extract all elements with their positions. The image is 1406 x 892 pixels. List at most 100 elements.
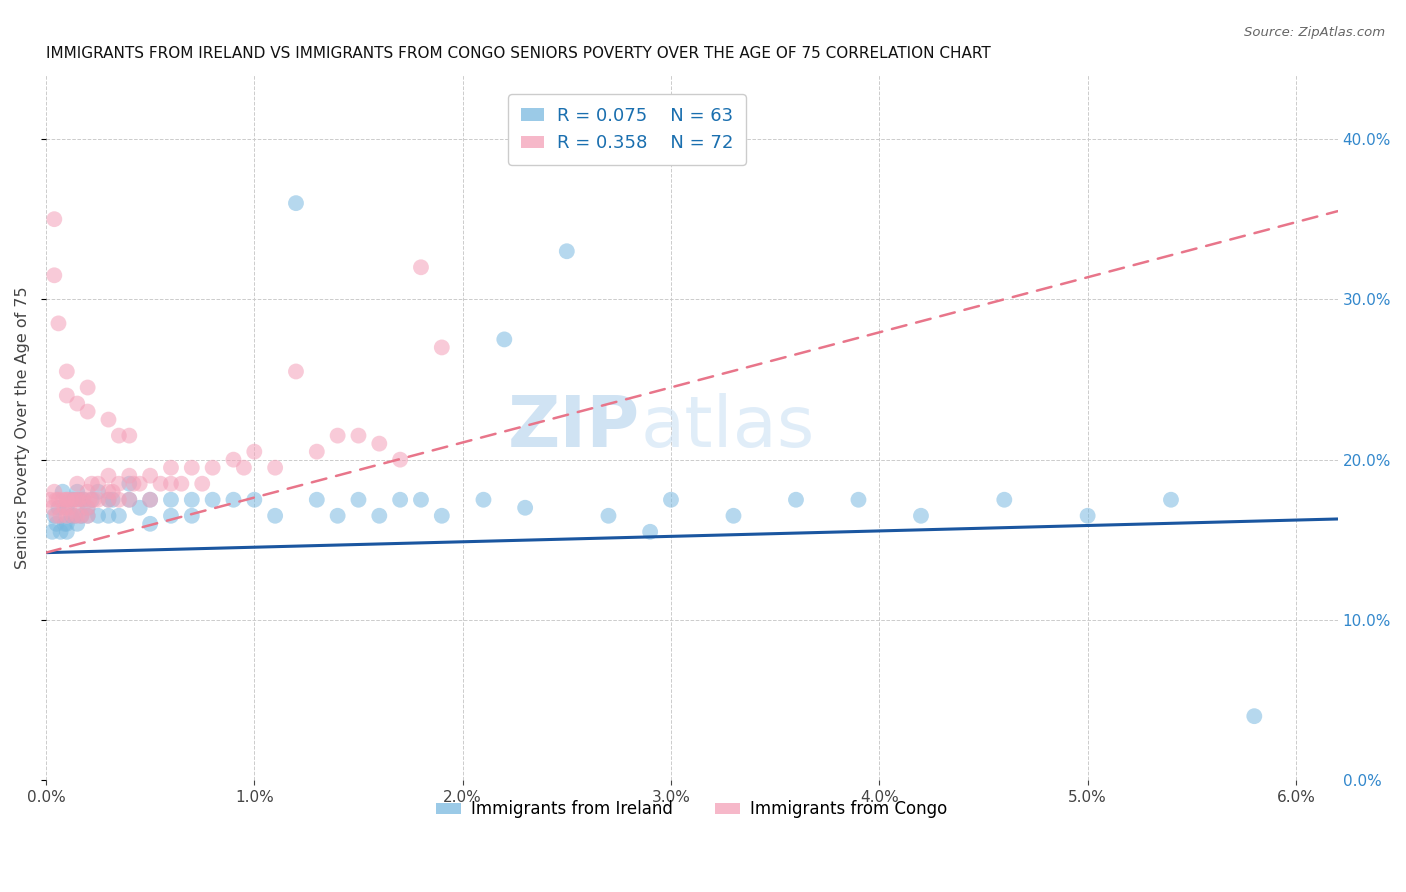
Point [848, 492, 870, 507]
Point [993, 492, 1015, 507]
Point [108, 428, 131, 442]
Point [48, 500, 70, 515]
Point [243, 444, 266, 458]
Point [63, 508, 86, 523]
Point [389, 492, 412, 507]
Point [56, 508, 79, 523]
Point [326, 508, 349, 523]
Point [118, 492, 141, 507]
Point [430, 340, 453, 354]
Point [66, 516, 89, 531]
Point [305, 444, 328, 458]
Point [638, 524, 661, 539]
Point [108, 476, 131, 491]
Point [170, 476, 193, 491]
Point [76, 500, 98, 515]
Point [45, 516, 67, 531]
Point [160, 492, 183, 507]
Point [56, 492, 79, 507]
Point [326, 428, 349, 442]
Point [472, 492, 495, 507]
Point [56, 524, 79, 539]
Point [63, 492, 86, 507]
Point [149, 476, 172, 491]
Point [409, 260, 432, 275]
Point [389, 452, 412, 467]
Point [180, 492, 202, 507]
Point [76, 380, 98, 394]
Point [128, 500, 150, 515]
Point [44, 212, 66, 227]
Point [97, 492, 120, 507]
Point [49, 508, 72, 523]
Point [1243, 709, 1265, 723]
Point [139, 468, 162, 483]
Point [347, 428, 370, 442]
Point [80, 492, 103, 507]
Point [52, 484, 75, 499]
Point [160, 508, 183, 523]
Point [53, 500, 76, 515]
Point [44, 268, 66, 283]
Point [409, 492, 432, 507]
Point [80, 476, 103, 491]
Point [45, 492, 67, 507]
Point [66, 508, 89, 523]
Point [44, 484, 66, 499]
Point [108, 508, 131, 523]
Point [45, 508, 67, 523]
Point [430, 508, 453, 523]
Point [118, 468, 141, 483]
Point [368, 508, 391, 523]
Point [108, 492, 131, 507]
Point [101, 484, 124, 499]
Point [97, 412, 120, 426]
Point [72, 492, 94, 507]
Point [1077, 508, 1099, 523]
Point [1160, 492, 1182, 507]
Point [139, 516, 162, 531]
Point [56, 364, 79, 378]
Point [87, 484, 110, 499]
Point [66, 476, 89, 491]
Point [53, 516, 76, 531]
Point [66, 492, 89, 507]
Point [122, 476, 145, 491]
Point [264, 460, 287, 475]
Point [118, 492, 141, 507]
Point [285, 196, 308, 211]
Point [97, 508, 120, 523]
Point [285, 364, 308, 378]
Point [555, 244, 578, 259]
Point [83, 492, 105, 507]
Point [79, 492, 101, 507]
Point [56, 516, 79, 531]
Text: atlas: atlas [640, 393, 814, 462]
Point [76, 500, 98, 515]
Point [180, 508, 202, 523]
Point [44, 508, 66, 523]
Y-axis label: Seniors Poverty Over the Age of 75: Seniors Poverty Over the Age of 75 [15, 286, 30, 569]
Point [41, 500, 63, 515]
Point [494, 333, 516, 347]
Point [76, 484, 98, 499]
Point [62, 492, 84, 507]
Point [201, 460, 224, 475]
Point [598, 508, 620, 523]
Point [128, 476, 150, 491]
Point [67, 492, 90, 507]
Point [97, 484, 120, 499]
Point [97, 468, 120, 483]
Point [347, 492, 370, 507]
Text: ZIP: ZIP [508, 393, 640, 462]
Point [139, 492, 162, 507]
Point [222, 492, 245, 507]
Point [139, 492, 162, 507]
Point [222, 452, 245, 467]
Point [118, 476, 141, 491]
Point [48, 317, 70, 331]
Point [70, 508, 93, 523]
Point [72, 492, 94, 507]
Point [723, 508, 745, 523]
Point [87, 508, 110, 523]
